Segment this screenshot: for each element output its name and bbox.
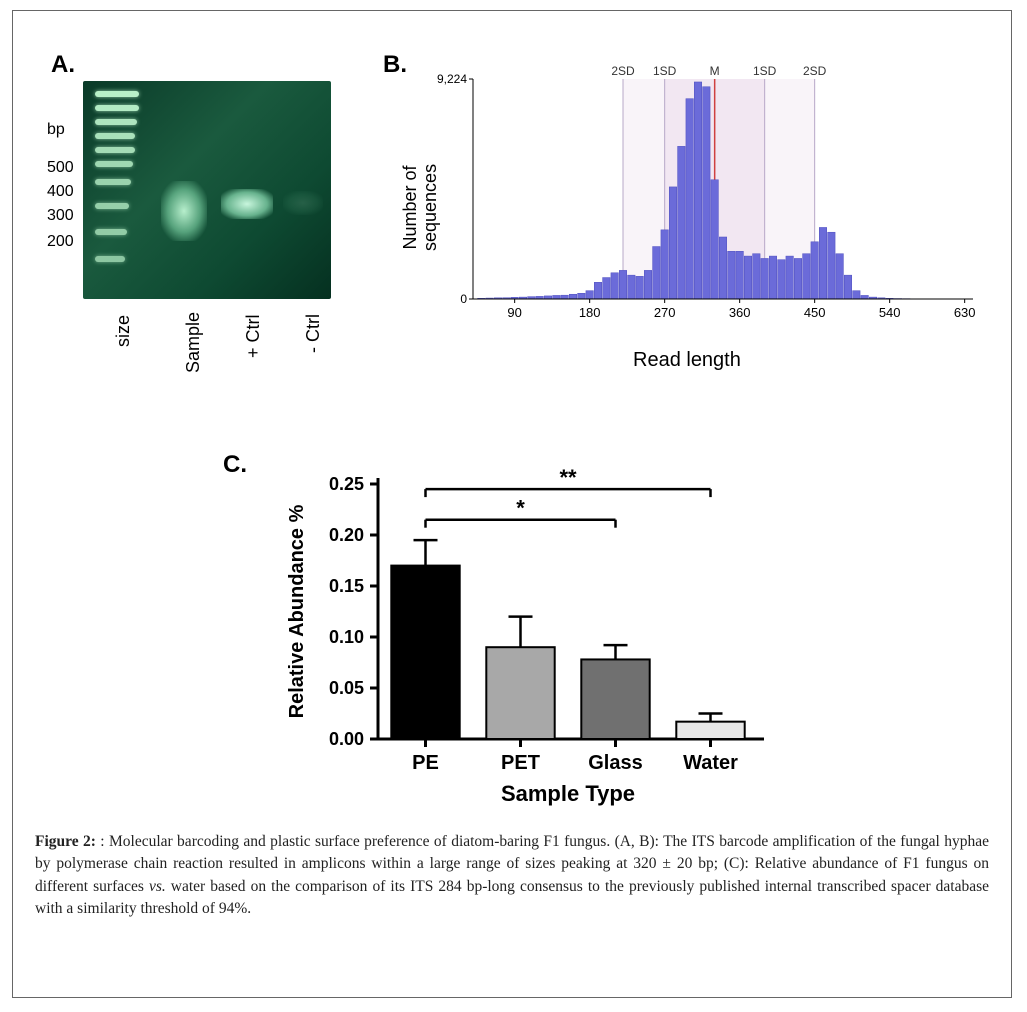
bar-chart: 0.00 0.05 0.10 0.15 0.20 0.25 PE PET Glass Water *… [283,449,803,819]
svg-text:1SD: 1SD [753,64,777,78]
lane-label-size: size [113,315,134,347]
svg-text:Water: Water [683,752,738,774]
ladder-band [95,119,137,125]
ladder-band [95,179,131,185]
neg-ctrl-band [283,191,323,215]
svg-text:M: M [710,64,720,78]
svg-text:0.00: 0.00 [329,729,364,749]
panel-c-label: C. [223,451,247,479]
svg-text:360: 360 [729,305,751,320]
pos-ctrl-band [221,189,273,219]
svg-text:0: 0 [460,292,467,306]
svg-text:Relative Abundance %: Relative Abundance % [286,504,308,718]
ladder-band [95,161,133,167]
svg-text:2SD: 2SD [803,64,827,78]
panel-b-label: B. [383,51,407,79]
svg-text:*: * [516,496,525,521]
svg-text:270: 270 [654,305,676,320]
ladder-band [95,133,135,139]
svg-text:Sample Type: Sample Type [501,781,635,806]
caption-text-2: water based on the comparison of its ITS… [35,878,989,917]
svg-text:0.05: 0.05 [329,678,364,698]
bp-mark-500: 500 [47,159,74,177]
figure-frame: A. bp 500 400 300 200 size Sample + Ctrl… [12,10,1012,998]
ladder-band [95,147,135,153]
svg-text:540: 540 [879,305,901,320]
bp-mark-300: 300 [47,207,74,225]
sample-band [161,181,207,241]
caption-figure-number: Figure 2: [35,833,96,850]
svg-text:450: 450 [804,305,826,320]
gel-image [83,81,331,299]
bp-mark-400: 400 [47,183,74,201]
svg-text:PET: PET [501,752,540,774]
svg-text:9,224: 9,224 [437,72,467,86]
ladder-band [95,203,129,209]
ladder-band [95,91,139,97]
lane-label-negctrl: - Ctrl [303,314,324,353]
bp-title-label: bp [47,121,65,139]
histogram-chart: 9,224 0 90 180 270 360 450 540 630 2SD 1SD M 1SD 2SD [433,59,993,339]
panel-a-label: A. [51,51,75,79]
panel-b-x-axis-label: Read length [633,349,741,372]
svg-text:2SD: 2SD [611,64,635,78]
ladder-band [95,229,127,235]
svg-text:0.10: 0.10 [329,627,364,647]
svg-text:Glass: Glass [588,752,642,774]
svg-text:**: ** [559,465,577,490]
svg-text:1SD: 1SD [653,64,677,78]
lane-label-sample: Sample [183,312,204,373]
svg-text:0.15: 0.15 [329,576,364,596]
caption-vs: vs. [149,878,166,895]
svg-text:180: 180 [579,305,601,320]
figure-caption: Figure 2: : Molecular barcoding and plas… [35,831,989,921]
svg-text:630: 630 [954,305,976,320]
svg-text:PE: PE [412,752,439,774]
bp-mark-200: 200 [47,233,74,251]
ladder-band [95,105,139,111]
lane-label-posctrl: + Ctrl [243,314,264,358]
svg-text:90: 90 [507,305,521,320]
svg-text:0.25: 0.25 [329,474,364,494]
svg-text:0.20: 0.20 [329,525,364,545]
ladder-band [95,256,125,262]
